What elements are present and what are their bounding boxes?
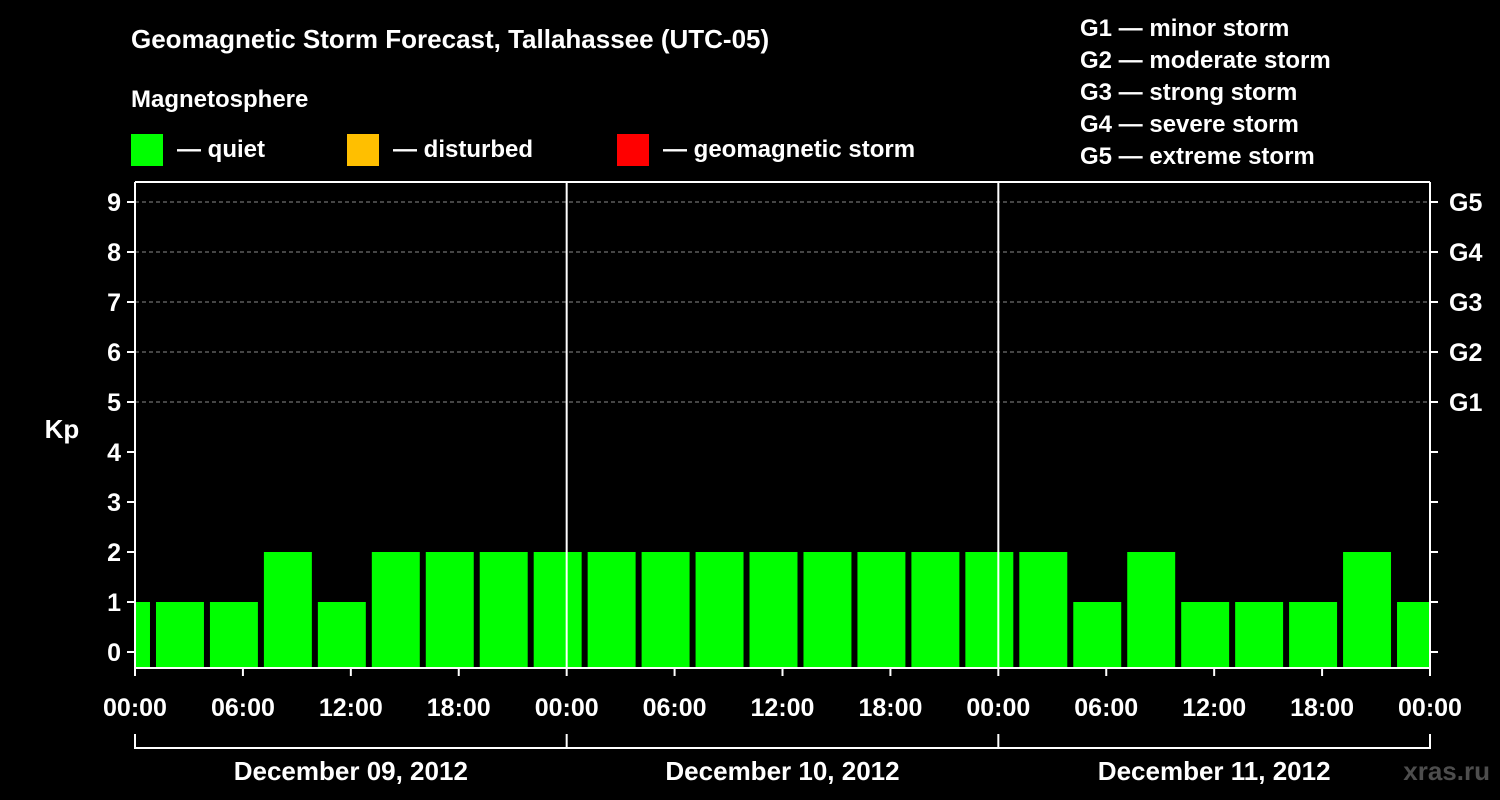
g-scale-g2: G2 — moderate storm: [1080, 47, 1331, 74]
g-scale-g5: G5 — extreme storm: [1080, 143, 1315, 170]
kp-bar-11: [695, 552, 744, 668]
g-level-label-g2: G2: [1449, 339, 1482, 367]
kp-bar-22: [1289, 602, 1338, 668]
kp-bar-9: [587, 552, 636, 668]
y-tick-label-2: 2: [107, 539, 121, 567]
x-tick-label-0: 00:00: [103, 694, 167, 722]
legend-heading: Magnetosphere: [131, 86, 309, 113]
g-level-label-g3: G3: [1449, 289, 1482, 317]
kp-bar-16: [965, 552, 1014, 668]
kp-bar-19: [1127, 552, 1176, 668]
g-level-label-g5: G5: [1449, 189, 1482, 217]
kp-bar-4: [317, 602, 366, 668]
x-tick-label-3: 18:00: [427, 694, 491, 722]
kp-bar-2: [209, 602, 258, 668]
kp-bar-18: [1073, 602, 1122, 668]
y-tick-label-6: 6: [107, 339, 121, 367]
chart-title: Geomagnetic Storm Forecast, Tallahassee …: [131, 24, 770, 54]
kp-bar-0: [136, 602, 150, 668]
legend-label-storm: — geomagnetic storm: [663, 136, 916, 163]
legend-swatch-quiet: [131, 134, 163, 166]
g-scale-g1: G1 — minor storm: [1080, 15, 1290, 42]
x-tick-label-8: 00:00: [966, 694, 1030, 722]
legend-swatch-disturbed: [347, 134, 379, 166]
legend-item-storm: — geomagnetic storm: [617, 133, 915, 167]
kp-bar-23: [1343, 552, 1392, 668]
day-label-0: December 09, 2012: [234, 756, 468, 786]
kp-bar-24: [1397, 602, 1429, 668]
g-scale-g4: G4 — severe storm: [1080, 111, 1299, 138]
x-tick-label-1: 06:00: [211, 694, 275, 722]
legend-swatch-storm: [617, 134, 649, 166]
kp-bar-21: [1235, 602, 1284, 668]
y-axis-label: Kp: [45, 414, 80, 444]
kp-bar-15: [911, 552, 960, 668]
x-tick-label-2: 12:00: [319, 694, 383, 722]
kp-bar-13: [803, 552, 852, 668]
g-scale-g3: G3 — strong storm: [1080, 79, 1298, 106]
kp-bar-5: [371, 552, 420, 668]
legend-item-disturbed: — disturbed: [347, 133, 533, 167]
y-tick-label-9: 9: [107, 189, 121, 217]
kp-bar-12: [749, 552, 798, 668]
y-tick-label-4: 4: [107, 439, 121, 467]
x-tick-label-6: 12:00: [751, 694, 815, 722]
x-tick-label-4: 00:00: [535, 694, 599, 722]
y-tick-label-0: 0: [107, 639, 121, 667]
kp-bar-7: [479, 552, 528, 668]
x-tick-label-12: 00:00: [1398, 694, 1462, 722]
g-level-label-g1: G1: [1449, 389, 1482, 417]
kp-bar-14: [857, 552, 906, 668]
y-tick-label-8: 8: [107, 239, 121, 267]
legend-label-disturbed: — disturbed: [393, 136, 534, 163]
y-tick-label-3: 3: [107, 489, 121, 517]
x-tick-label-7: 18:00: [858, 694, 922, 722]
legend-item-quiet: — quiet: [131, 133, 265, 167]
x-tick-label-10: 12:00: [1182, 694, 1246, 722]
day-label-1: December 10, 2012: [665, 756, 899, 786]
kp-bar-8: [533, 552, 582, 668]
y-tick-label-5: 5: [107, 389, 121, 417]
kp-bar-10: [641, 552, 690, 668]
y-tick-label-1: 1: [107, 589, 121, 617]
g-level-label-g4: G4: [1449, 239, 1482, 267]
x-tick-label-5: 06:00: [643, 694, 707, 722]
legend-label-quiet: — quiet: [177, 136, 265, 163]
y-tick-label-7: 7: [107, 289, 121, 317]
kp-bar-1: [155, 602, 204, 668]
kp-bar-3: [263, 552, 312, 668]
x-tick-label-11: 18:00: [1290, 694, 1354, 722]
kp-bar-17: [1019, 552, 1068, 668]
watermark: xras.ru: [1403, 756, 1490, 786]
day-label-2: December 11, 2012: [1098, 756, 1331, 786]
kp-bar-6: [425, 552, 474, 668]
kp-bar-20: [1181, 602, 1230, 668]
x-tick-label-9: 06:00: [1074, 694, 1138, 722]
